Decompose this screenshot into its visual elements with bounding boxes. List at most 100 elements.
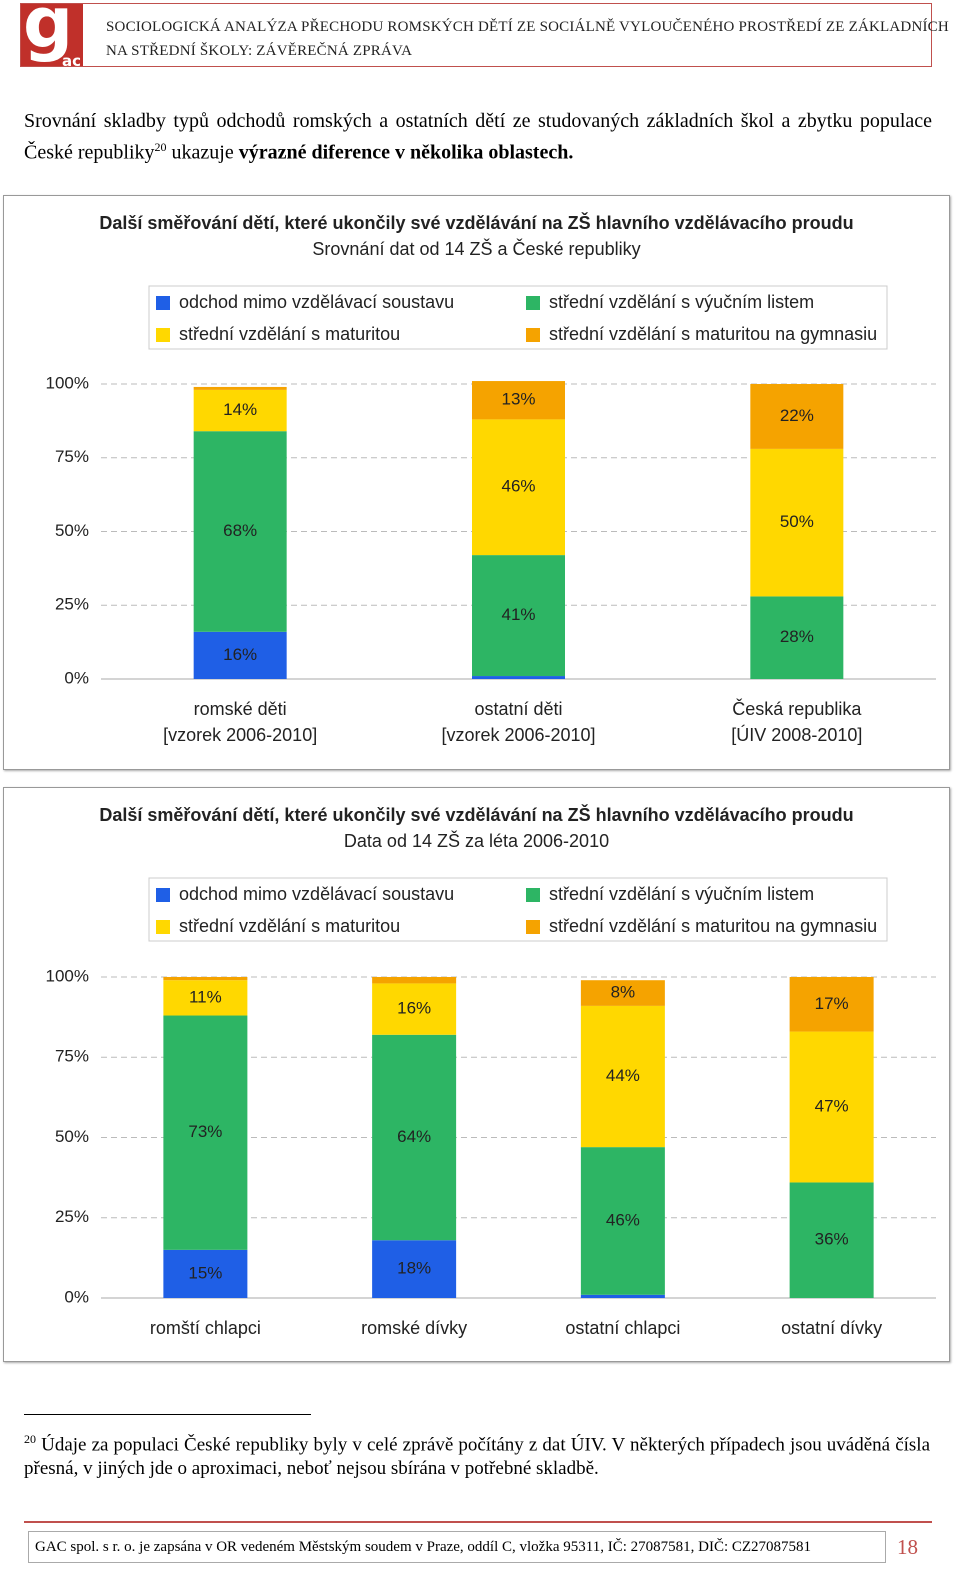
x-tick-label: ostatní děti xyxy=(474,699,562,719)
header-title: SOCIOLOGICKÁ ANALÝZA PŘECHODU ROMSKÝCH D… xyxy=(106,15,949,63)
footnote-text: Údaje za populaci České republiky byly v… xyxy=(24,1434,931,1480)
page-number: 18 xyxy=(897,1535,918,1559)
bar-segment xyxy=(750,384,844,449)
bar-segment xyxy=(750,596,844,679)
data-label: 44% xyxy=(606,1066,640,1085)
legend-frame xyxy=(148,877,888,942)
bar-segment xyxy=(750,448,844,597)
x-tick-label: ostatní chlapci xyxy=(565,1318,680,1338)
data-label: 18% xyxy=(397,1259,431,1278)
bar-segment xyxy=(163,1249,248,1298)
legend-swatch xyxy=(526,920,540,934)
x-tick-label: Česká republika xyxy=(732,698,862,719)
y-tick-label: 25% xyxy=(55,595,89,614)
y-tick-label: 25% xyxy=(55,1207,89,1226)
data-label: 13% xyxy=(501,390,535,409)
data-label: 14% xyxy=(223,400,257,419)
bar-segment xyxy=(193,631,287,679)
footer-rule xyxy=(24,1521,932,1523)
x-tick-label: ostatní dívky xyxy=(781,1318,882,1338)
x-tick-label: romské dívky xyxy=(361,1318,467,1338)
bar-segment xyxy=(789,977,874,1032)
legend-swatch xyxy=(526,888,540,902)
x-tick-label: romští chlapci xyxy=(150,1318,261,1338)
legend-swatch xyxy=(526,328,540,342)
chart-title: Další směřování dětí, které ukončily své… xyxy=(99,804,853,825)
legend-frame xyxy=(148,285,888,350)
y-tick-label: 75% xyxy=(55,447,89,466)
legend-swatch xyxy=(156,920,170,934)
footnote-ref: 20 xyxy=(154,140,167,154)
y-tick-label: 0% xyxy=(64,668,89,687)
header-line: SOCIOLOGICKÁ ANALÝZA PŘECHODU ROMSKÝCH D… xyxy=(106,19,949,35)
bar-segment xyxy=(789,1031,874,1183)
header-frame xyxy=(20,3,932,67)
data-label: 36% xyxy=(815,1230,849,1249)
bar-segment xyxy=(372,983,457,1035)
chart-frame: Další směřování dětí, které ukončily své… xyxy=(3,787,950,1362)
bar-segment xyxy=(193,389,287,432)
data-label: 64% xyxy=(397,1127,431,1146)
legend-label: střední vzdělání s maturitou na gymnasiu xyxy=(549,324,877,344)
footnote-number: 20 xyxy=(24,1432,36,1446)
x-tick-label: [vzorek 2006-2010] xyxy=(441,725,595,745)
bar-segment xyxy=(372,977,457,984)
legend-label: odchod mimo vzdělávací soustavu xyxy=(179,292,454,312)
legend-swatch xyxy=(156,296,170,310)
bar-segment xyxy=(163,977,248,981)
data-label: 41% xyxy=(501,605,535,624)
data-label: 47% xyxy=(815,1096,849,1115)
data-label: 28% xyxy=(780,627,814,646)
y-tick-label: 100% xyxy=(46,373,89,392)
data-label: 15% xyxy=(188,1263,222,1282)
bar-segment xyxy=(163,1015,248,1250)
footnote-rule xyxy=(24,1414,311,1415)
bar-segment xyxy=(472,381,565,420)
logo-ac: ac xyxy=(61,52,81,66)
legend-label: střední vzdělání s výučním listem xyxy=(549,292,814,312)
legend-label: odchod mimo vzdělávací soustavu xyxy=(179,884,454,904)
bar-segment xyxy=(580,980,665,1006)
bar-segment xyxy=(372,1240,457,1298)
footer-text: GAC spol. s r. o. je zapsána v OR vedené… xyxy=(28,1531,886,1563)
data-label: 22% xyxy=(780,406,814,425)
data-label: 68% xyxy=(223,521,257,540)
intro-bold: výrazné diference v několika oblastech. xyxy=(238,141,574,164)
bar-segment xyxy=(472,555,565,677)
bar-segment xyxy=(580,1294,665,1298)
legend-label: střední vzdělání s maturitou na gymnasiu xyxy=(549,916,877,936)
bar-segment xyxy=(472,419,565,556)
data-label: 16% xyxy=(397,999,431,1018)
intro-paragraph: Srovnání skladby typů odchodů romských a… xyxy=(24,108,932,166)
chart-frame: Další směřování dětí, které ukončily své… xyxy=(3,195,950,770)
data-label: 50% xyxy=(780,512,814,531)
y-tick-label: 100% xyxy=(46,966,89,985)
y-tick-label: 50% xyxy=(55,521,89,540)
data-label: 73% xyxy=(188,1122,222,1141)
bar-segment xyxy=(580,1147,665,1295)
bar-segment xyxy=(163,980,248,1016)
y-tick-label: 50% xyxy=(55,1127,89,1146)
logo: g ac xyxy=(21,4,83,66)
header-line: NA STŘEDNÍ ŠKOLY: ZÁVĚREČNÁ ZPRÁVA xyxy=(106,43,413,59)
x-tick-label: [ÚIV 2008-2010] xyxy=(731,724,862,745)
chart-subtitle: Srovnání dat od 14 ZŠ a České republiky xyxy=(312,238,640,259)
data-label: 46% xyxy=(606,1210,640,1229)
chart: Další směřování dětí, které ukončily své… xyxy=(46,804,936,1338)
legend-swatch xyxy=(156,328,170,342)
legend-label: střední vzdělání s maturitou xyxy=(179,916,400,936)
legend-swatch xyxy=(156,888,170,902)
bar-segment xyxy=(789,1182,874,1298)
x-tick-label: [vzorek 2006-2010] xyxy=(163,725,317,745)
legend-label: střední vzdělání s výučním listem xyxy=(549,884,814,904)
y-tick-label: 0% xyxy=(64,1287,89,1306)
data-label: 11% xyxy=(189,987,222,1006)
x-tick-label: romské děti xyxy=(194,699,287,719)
data-label: 8% xyxy=(611,983,636,1002)
chart: Další směřování dětí, které ukončily své… xyxy=(46,212,936,745)
chart-title: Další směřování dětí, které ukončily své… xyxy=(99,212,853,233)
legend-label: střední vzdělání s maturitou xyxy=(179,324,400,344)
legend-swatch xyxy=(526,296,540,310)
